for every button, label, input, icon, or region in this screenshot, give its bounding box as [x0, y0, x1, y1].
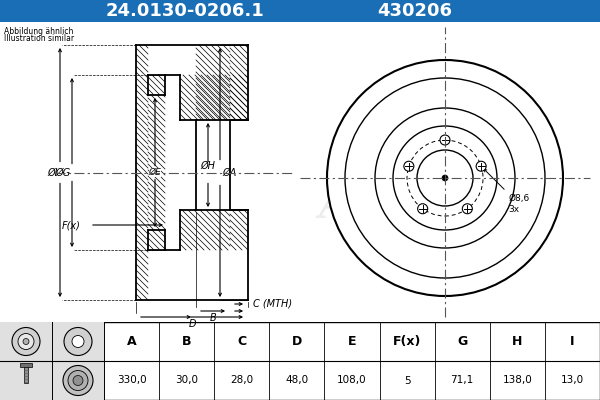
Text: ØH: ØH [200, 160, 215, 170]
Bar [0, 322, 52, 400]
Bar [0, 22, 600, 322]
Text: 13,0: 13,0 [561, 376, 584, 386]
Circle shape [440, 135, 450, 145]
Bar [20, 362, 32, 366]
Text: Ate: Ate [386, 172, 464, 214]
Bar [148, 95, 165, 230]
Text: Abbildung ähnlich: Abbildung ähnlich [4, 27, 73, 36]
Bar [230, 210, 248, 250]
Circle shape [418, 204, 428, 214]
Text: 330,0: 330,0 [117, 376, 146, 386]
Text: ØG: ØG [55, 168, 70, 178]
Bar [0, 0, 600, 22]
Text: F(x): F(x) [62, 220, 81, 230]
Circle shape [393, 126, 497, 230]
Bar [0, 322, 600, 400]
Text: A: A [127, 335, 136, 348]
Bar [24, 364, 28, 382]
Text: C (MTH): C (MTH) [253, 299, 292, 309]
Circle shape [476, 161, 486, 171]
Text: H: H [512, 335, 523, 348]
Text: D: D [188, 319, 196, 329]
Text: 430206: 430206 [377, 2, 452, 20]
Text: 24.0130-0206.1: 24.0130-0206.1 [106, 2, 265, 20]
Circle shape [417, 150, 473, 206]
Circle shape [18, 334, 34, 350]
Circle shape [12, 328, 40, 356]
Text: Ate: Ate [319, 184, 401, 226]
Text: ØA: ØA [222, 168, 236, 178]
Text: 71,1: 71,1 [451, 376, 474, 386]
Circle shape [345, 78, 545, 278]
Circle shape [404, 161, 414, 171]
Circle shape [64, 328, 92, 356]
Text: 5: 5 [404, 376, 410, 386]
Text: ØE: ØE [149, 168, 161, 177]
Circle shape [327, 60, 563, 296]
Text: F(x): F(x) [393, 335, 421, 348]
Circle shape [73, 376, 83, 386]
Bar [136, 45, 148, 300]
Text: 48,0: 48,0 [286, 376, 308, 386]
Text: I: I [570, 335, 575, 348]
Text: B: B [209, 313, 217, 323]
Circle shape [442, 175, 448, 181]
Text: Illustration similar: Illustration similar [4, 34, 74, 43]
Circle shape [68, 370, 88, 390]
Text: 28,0: 28,0 [230, 376, 253, 386]
Bar [148, 230, 165, 250]
Bar [180, 210, 230, 250]
Bar [180, 75, 230, 120]
Text: 138,0: 138,0 [502, 376, 532, 386]
Text: B: B [182, 335, 191, 348]
Circle shape [63, 366, 93, 396]
Text: Ø8,6
3x: Ø8,6 3x [508, 194, 529, 214]
Circle shape [375, 108, 515, 248]
Bar [52, 322, 104, 400]
Text: 108,0: 108,0 [337, 376, 367, 386]
Text: G: G [457, 335, 467, 348]
Circle shape [23, 338, 29, 344]
Text: E: E [348, 335, 356, 348]
Bar [230, 45, 248, 120]
Text: D: D [292, 335, 302, 348]
Circle shape [72, 336, 84, 348]
Bar [230, 75, 248, 120]
Text: ØI: ØI [47, 168, 58, 178]
Text: 30,0: 30,0 [175, 376, 198, 386]
Circle shape [463, 204, 472, 214]
Bar [148, 75, 165, 95]
Text: C: C [237, 335, 247, 348]
Bar [196, 45, 230, 120]
